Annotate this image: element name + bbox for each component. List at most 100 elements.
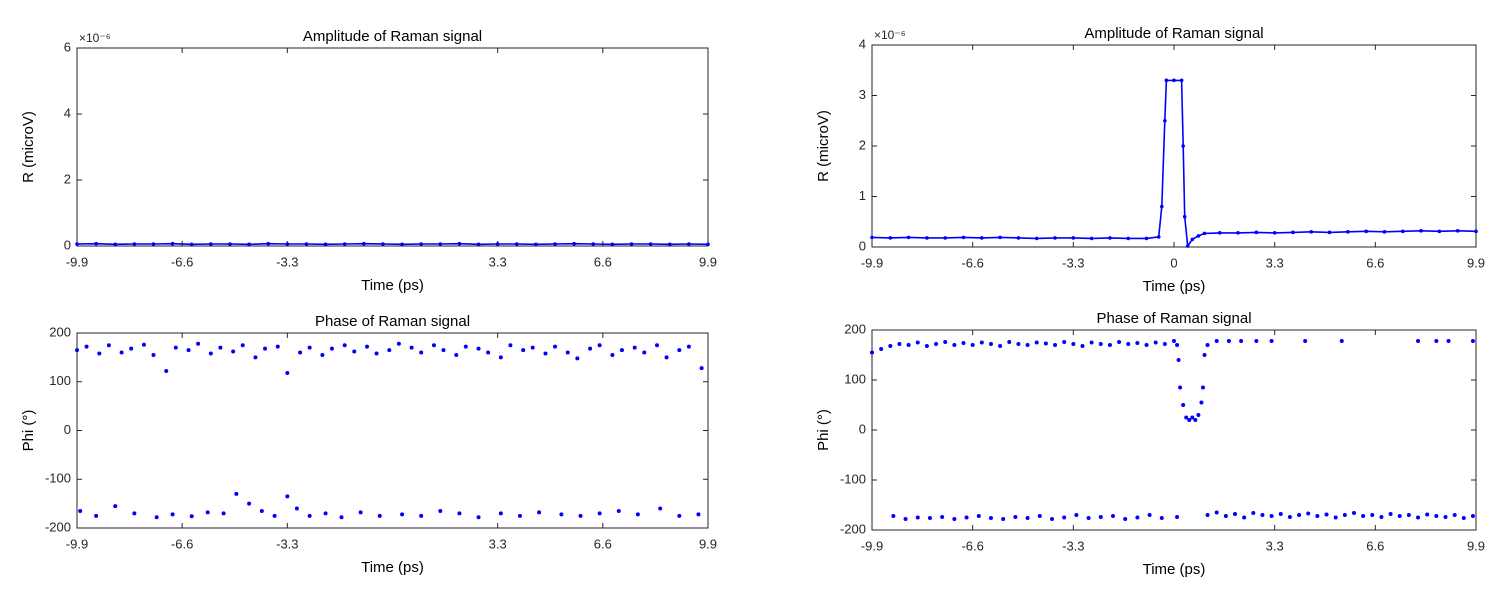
x-tick-label: -3.3 bbox=[276, 536, 298, 551]
x-tick-label: -6.6 bbox=[961, 255, 983, 270]
point bbox=[84, 344, 89, 349]
point bbox=[565, 350, 570, 355]
point bbox=[285, 494, 290, 499]
point bbox=[961, 341, 966, 345]
point bbox=[454, 352, 459, 357]
marker bbox=[553, 242, 557, 246]
x-axis-label: Time (ps) bbox=[361, 559, 424, 576]
point bbox=[441, 348, 446, 353]
marker bbox=[629, 242, 634, 246]
point bbox=[1239, 339, 1244, 343]
subplot: Phase of Raman signal Time (ps) Phi (°) -9.… bbox=[815, 310, 1485, 578]
point bbox=[578, 513, 583, 518]
chart-title: Amplitude of Raman signal bbox=[303, 28, 482, 45]
marker bbox=[610, 242, 615, 247]
point bbox=[1080, 344, 1085, 348]
marker bbox=[1126, 236, 1131, 241]
point bbox=[1324, 512, 1329, 517]
point bbox=[1126, 342, 1131, 346]
point bbox=[164, 369, 169, 374]
marker bbox=[687, 242, 691, 246]
marker bbox=[1400, 229, 1405, 234]
marker bbox=[170, 241, 175, 246]
point bbox=[419, 513, 424, 518]
marker bbox=[1217, 231, 1222, 235]
marker bbox=[151, 242, 156, 246]
point bbox=[186, 348, 191, 353]
point bbox=[970, 343, 975, 347]
point bbox=[1416, 515, 1421, 520]
x-tick-label: -9.9 bbox=[66, 536, 88, 551]
point bbox=[1117, 340, 1122, 344]
point bbox=[240, 343, 245, 348]
marker bbox=[1108, 236, 1112, 240]
y-multiplier: ×10⁻⁶ bbox=[874, 28, 906, 42]
x-tick-label: 6.6 bbox=[1366, 538, 1384, 553]
y-tick-label: -100 bbox=[840, 471, 866, 486]
point bbox=[521, 348, 526, 353]
point bbox=[431, 343, 436, 348]
point bbox=[952, 343, 957, 347]
point bbox=[275, 344, 280, 349]
point bbox=[1333, 515, 1338, 520]
marker bbox=[132, 242, 137, 246]
point bbox=[1089, 340, 1094, 345]
point bbox=[263, 346, 268, 351]
marker bbox=[1159, 204, 1164, 209]
marker bbox=[1291, 230, 1295, 235]
point bbox=[903, 517, 908, 521]
point bbox=[1470, 339, 1475, 343]
point bbox=[1175, 343, 1180, 347]
point bbox=[915, 515, 920, 520]
point bbox=[1187, 418, 1192, 422]
point bbox=[1287, 515, 1292, 519]
point bbox=[1107, 343, 1112, 347]
point bbox=[1098, 515, 1103, 519]
x-tick-label: 6.6 bbox=[594, 536, 612, 551]
point bbox=[1153, 340, 1158, 345]
marker bbox=[1309, 230, 1314, 234]
marker bbox=[998, 235, 1002, 240]
point bbox=[189, 514, 194, 519]
marker bbox=[925, 236, 929, 240]
point bbox=[106, 343, 111, 348]
point bbox=[129, 346, 134, 351]
point bbox=[1199, 400, 1204, 405]
point bbox=[1461, 516, 1466, 520]
point bbox=[1123, 517, 1128, 521]
y-axis-label: R (microV) bbox=[815, 110, 832, 182]
marker bbox=[94, 241, 98, 246]
marker bbox=[1474, 229, 1478, 234]
marker bbox=[75, 242, 79, 246]
axes-box bbox=[871, 44, 1477, 248]
marker bbox=[209, 242, 213, 246]
point bbox=[1159, 516, 1164, 520]
axes-box bbox=[76, 332, 709, 529]
point bbox=[253, 355, 258, 360]
point bbox=[553, 344, 558, 349]
point bbox=[173, 345, 178, 350]
point bbox=[616, 508, 621, 513]
point bbox=[943, 340, 948, 344]
y-tick-label: 0 bbox=[859, 238, 866, 253]
point bbox=[323, 511, 328, 516]
point bbox=[1074, 513, 1079, 517]
point bbox=[998, 344, 1003, 348]
x-tick-label: 9.9 bbox=[1467, 538, 1485, 553]
point bbox=[438, 508, 443, 513]
marker bbox=[667, 242, 672, 247]
y-tick-label: 0 bbox=[64, 237, 71, 252]
point bbox=[988, 342, 993, 346]
y-axis-label: Phi (°) bbox=[20, 410, 37, 452]
marker bbox=[888, 236, 893, 240]
marker bbox=[1272, 231, 1277, 235]
marker bbox=[943, 236, 948, 240]
marker bbox=[572, 241, 576, 246]
point bbox=[635, 512, 640, 517]
point bbox=[387, 348, 392, 353]
point bbox=[231, 349, 236, 354]
marker bbox=[1053, 236, 1057, 240]
marker bbox=[266, 241, 271, 246]
point bbox=[1053, 343, 1058, 347]
marker bbox=[1163, 118, 1167, 123]
